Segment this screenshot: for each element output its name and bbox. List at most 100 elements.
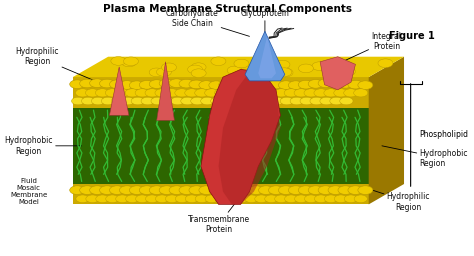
Circle shape: [264, 195, 278, 202]
Circle shape: [340, 97, 353, 105]
Circle shape: [179, 79, 194, 88]
Circle shape: [205, 195, 219, 202]
Circle shape: [109, 80, 125, 89]
Circle shape: [70, 186, 85, 195]
Circle shape: [318, 186, 333, 195]
Circle shape: [219, 186, 234, 195]
Circle shape: [139, 186, 155, 195]
Polygon shape: [109, 67, 129, 115]
Circle shape: [340, 67, 356, 76]
Circle shape: [314, 89, 328, 97]
Circle shape: [86, 195, 99, 202]
Circle shape: [330, 97, 343, 105]
Circle shape: [294, 195, 308, 202]
Circle shape: [334, 89, 348, 97]
Circle shape: [189, 80, 204, 89]
Circle shape: [149, 80, 164, 88]
Circle shape: [100, 186, 115, 195]
Circle shape: [165, 195, 179, 202]
Circle shape: [304, 89, 318, 97]
Polygon shape: [73, 184, 369, 204]
Circle shape: [235, 195, 248, 202]
Circle shape: [278, 68, 293, 77]
Circle shape: [156, 68, 172, 76]
Circle shape: [298, 80, 313, 89]
Circle shape: [90, 79, 105, 88]
Circle shape: [225, 195, 238, 202]
Text: Hydrophilic
Region: Hydrophilic Region: [16, 47, 95, 81]
Circle shape: [328, 186, 343, 195]
Circle shape: [191, 69, 206, 78]
Circle shape: [121, 58, 137, 67]
Circle shape: [228, 80, 244, 88]
Circle shape: [96, 195, 109, 202]
Circle shape: [310, 97, 323, 105]
Circle shape: [299, 64, 313, 73]
Circle shape: [169, 79, 184, 88]
Circle shape: [136, 195, 149, 202]
Circle shape: [378, 59, 393, 68]
Polygon shape: [73, 57, 404, 77]
Polygon shape: [157, 62, 174, 120]
Circle shape: [274, 89, 288, 97]
Circle shape: [159, 186, 174, 195]
Circle shape: [225, 89, 238, 97]
Circle shape: [238, 186, 254, 195]
Circle shape: [109, 186, 125, 195]
Polygon shape: [245, 31, 285, 81]
Circle shape: [348, 80, 363, 89]
Circle shape: [227, 66, 242, 75]
Circle shape: [258, 79, 273, 88]
Circle shape: [100, 79, 115, 88]
Circle shape: [129, 81, 145, 90]
Circle shape: [189, 186, 204, 195]
Circle shape: [288, 81, 303, 90]
Circle shape: [95, 89, 109, 97]
Circle shape: [80, 79, 95, 88]
Circle shape: [255, 89, 268, 97]
Circle shape: [338, 186, 353, 195]
Circle shape: [308, 186, 323, 195]
Circle shape: [91, 97, 105, 105]
Text: Integral
Protein: Integral Protein: [342, 32, 401, 62]
Circle shape: [290, 97, 303, 105]
Text: Figure 1: Figure 1: [389, 31, 435, 41]
Text: Hydrophobic
Region: Hydrophobic Region: [4, 136, 82, 156]
Circle shape: [175, 89, 189, 97]
Circle shape: [273, 70, 288, 78]
Circle shape: [146, 195, 159, 202]
Circle shape: [205, 89, 219, 97]
Circle shape: [284, 89, 298, 97]
Circle shape: [121, 97, 135, 105]
Text: Hydrophilic
Region: Hydrophilic Region: [373, 190, 430, 211]
Circle shape: [344, 89, 358, 97]
Circle shape: [119, 186, 135, 195]
Polygon shape: [258, 36, 276, 78]
Circle shape: [219, 80, 234, 89]
Polygon shape: [73, 77, 369, 108]
Circle shape: [354, 89, 368, 97]
Circle shape: [228, 186, 244, 195]
Text: Glycoprotein: Glycoprotein: [240, 9, 289, 34]
Circle shape: [185, 195, 199, 202]
Circle shape: [230, 97, 244, 105]
Circle shape: [111, 57, 126, 65]
Circle shape: [191, 97, 204, 105]
Circle shape: [135, 89, 149, 97]
Circle shape: [268, 186, 283, 195]
Circle shape: [195, 195, 209, 202]
Circle shape: [334, 195, 347, 202]
Circle shape: [199, 81, 214, 89]
Circle shape: [324, 195, 337, 202]
Circle shape: [258, 186, 273, 195]
Circle shape: [125, 89, 139, 97]
Circle shape: [111, 97, 125, 105]
Circle shape: [70, 80, 85, 89]
Circle shape: [312, 62, 327, 70]
Circle shape: [308, 80, 323, 88]
Circle shape: [220, 97, 234, 105]
Circle shape: [105, 89, 119, 97]
Circle shape: [240, 97, 254, 105]
Circle shape: [298, 186, 313, 195]
Circle shape: [300, 97, 313, 105]
